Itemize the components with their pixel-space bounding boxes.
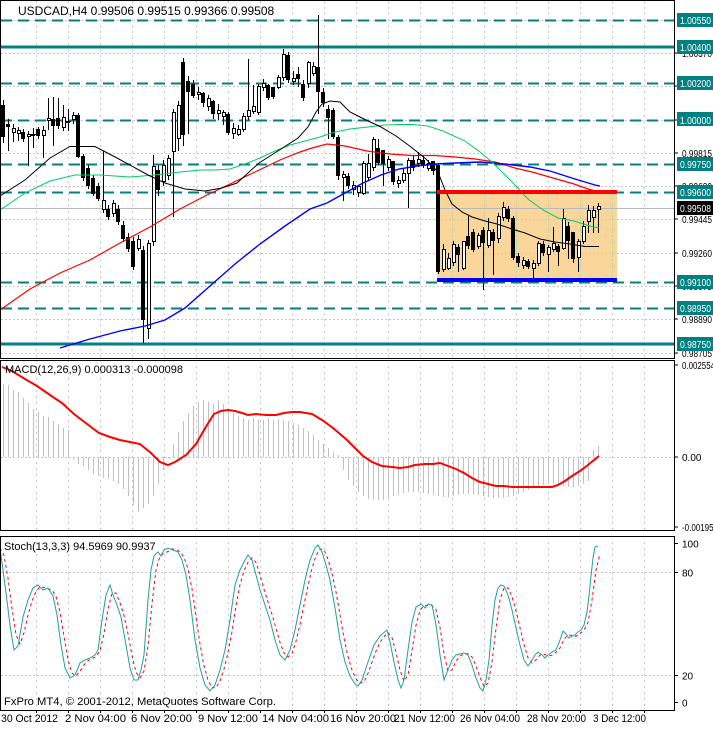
svg-text:1.00200: 1.00200 [680, 79, 711, 90]
svg-text:0.99260: 0.99260 [682, 249, 712, 260]
svg-text:0.98890: 0.98890 [682, 315, 712, 326]
svg-text:100: 100 [682, 540, 699, 551]
svg-text:28 Nov 20:00: 28 Nov 20:00 [527, 713, 586, 725]
svg-text:0: 0 [682, 699, 688, 710]
svg-text:21 Nov 12:00: 21 Nov 12:00 [394, 713, 455, 725]
svg-text:-0.001950: -0.001950 [682, 523, 713, 534]
svg-text:0.99815: 0.99815 [682, 149, 712, 160]
svg-text:0.99600: 0.99600 [680, 188, 711, 199]
svg-text:26 Nov 04:00: 26 Nov 04:00 [460, 713, 520, 725]
svg-text:0.99508: 0.99508 [680, 204, 711, 215]
svg-text:0.002554: 0.002554 [682, 361, 713, 372]
svg-text:80: 80 [682, 569, 694, 580]
svg-text:30 Oct 2012: 30 Oct 2012 [1, 713, 58, 725]
svg-text:0.99100: 0.99100 [680, 278, 711, 289]
svg-text:16 Nov 20:00: 16 Nov 20:00 [330, 713, 396, 725]
svg-text:9 Nov 12:00: 9 Nov 12:00 [198, 713, 258, 725]
svg-text:0.98950: 0.98950 [680, 304, 711, 315]
svg-text:1.00400: 1.00400 [680, 43, 711, 54]
svg-text:0.98750: 0.98750 [680, 340, 711, 351]
svg-text:FxPro MT4, © 2001-2012, MetaQ: FxPro MT4, © 2001-2012, MetaQuotes Softw… [4, 696, 276, 708]
svg-text:1.00550: 1.00550 [680, 16, 711, 27]
svg-text:6 Nov 20:00: 6 Nov 20:00 [131, 713, 192, 725]
svg-text:0.99445: 0.99445 [682, 215, 712, 226]
svg-text:0.99750: 0.99750 [680, 160, 711, 171]
svg-text:USDCAD,H4 0.99506 0.99515 0.9: USDCAD,H4 0.99506 0.99515 0.99366 0.9950… [18, 4, 275, 18]
svg-text:1.00370: 1.00370 [682, 49, 712, 60]
svg-text:Stoch(13,3,3) 94.5969 90.9937: Stoch(13,3,3) 94.5969 90.9937 [4, 541, 156, 553]
svg-text:MACD(12,26,9) 0.000313 -0.0000: MACD(12,26,9) 0.000313 -0.000098 [5, 364, 183, 376]
svg-text:20: 20 [682, 672, 694, 683]
svg-text:1.00000: 1.00000 [680, 116, 711, 127]
svg-text:0.98705: 0.98705 [682, 349, 712, 360]
svg-text:3 Dec 12:00: 3 Dec 12:00 [593, 713, 646, 725]
svg-text:2 Nov 04:00: 2 Nov 04:00 [65, 713, 126, 725]
svg-text:14 Nov 04:00: 14 Nov 04:00 [262, 713, 329, 725]
svg-text:0.00: 0.00 [682, 453, 702, 464]
